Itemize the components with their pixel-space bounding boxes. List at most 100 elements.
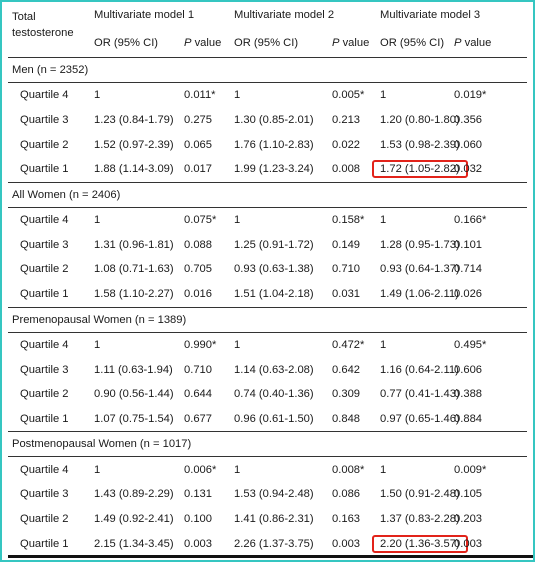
table-row: Quartile 2 1.52 (0.97-2.39) 0.065 1.76 (1.1… [8,132,527,157]
m2-or-cell: 2.26 (1.37-3.75) [234,537,314,550]
p-rest: value [191,37,222,49]
section-title: Premenopausal Women (n = 1389) [8,306,528,333]
m1-p-cell: 0.677 [184,412,212,425]
m3-or-cell: 0.93 (0.64-1.37) [380,263,460,276]
m1-p-cell: 0.705 [184,263,212,276]
m3-p-header: P value [454,37,527,58]
table-row: Quartile 2 0.90 (0.56-1.44) 0.644 0.74 (0.4… [8,382,527,407]
m2-or-cell: 1.99 (1.23-3.24) [234,163,314,176]
m3-p-cell: 0.032 [454,163,483,176]
m1-p-cell: 0.088 [184,238,212,251]
m3-or-header: OR (95% CI) [380,37,445,49]
table-row: Quartile 3 1.31 (0.96-1.81) 0.088 1.25 (0.9… [8,232,527,257]
m1-or-cell: 1.88 (1.14-3.09) [94,163,174,176]
m1-p-header: P value [184,37,234,58]
section-row: Postmenopausal Women (n = 1017) [8,431,528,458]
quartile-label: Quartile 4 [20,338,69,351]
m3-or-cell: 0.77 (0.41-1.43) [380,388,460,401]
m1-or-cell: 1.08 (0.71-1.63) [94,263,174,276]
m2-p-cell: 0.472* [332,338,365,351]
quartile-label: Quartile 4 [20,89,69,102]
m3-or-cell: 2.20 (1.36-3.57) [372,531,468,556]
m1-or-cell: 1.23 (0.84-1.79) [94,114,174,127]
m1-p-cell: 0.065 [184,138,212,151]
m2-p-cell: 0.031 [332,288,361,301]
section-row: Men (n = 2352) [8,57,528,83]
m2-p-cell: 0.008 [332,163,361,176]
m3-p-cell: 0.003 [454,537,483,550]
p-rest: value [339,37,370,49]
table-header: Total testosterone Multivariate model 1 … [8,5,528,58]
m2-p-cell: 0.710 [332,263,361,276]
m1-p-cell: 0.006* [184,463,217,476]
m1-or-cell: 1.11 (0.63-1.94) [94,363,173,376]
m3-p-cell: 0.060 [454,138,483,151]
table-row: Quartile 4 1 0.075* 1 0.158* 1 0.166* [8,207,527,232]
m2-p-cell: 0.003 [332,537,361,550]
m3-p-cell: 0.009* [454,463,487,476]
m3-or-cell: 1.16 (0.64-2.11) [380,363,459,376]
m1-p-cell: 0.100 [184,512,212,525]
m3-p-cell: 0.495* [454,338,487,351]
table-row: Quartile 3 1.43 (0.89-2.29) 0.131 1.53 (0.9… [8,482,527,507]
m1-p-cell: 0.075* [184,214,217,227]
table-row: Quartile 3 1.23 (0.84-1.79) 0.275 1.30 (0.8… [8,108,527,133]
m1-or-cell: 1 [94,214,101,227]
m1-or-header: OR (95% CI) [94,37,159,49]
m3-p-cell: 0.026 [454,288,483,301]
quartile-label: Quartile 3 [20,363,69,376]
m1-p-cell: 0.016 [184,288,212,301]
m2-or-cell: 1.51 (1.04-2.18) [234,288,314,301]
p-italic: P [184,37,192,49]
p-italic: P [332,37,340,49]
quartile-label: Quartile 3 [20,114,69,127]
m2-p-header: P value [332,37,380,58]
m1-p-cell: 0.003 [184,537,212,550]
m2-or-cell: 0.74 (0.40-1.36) [234,388,314,401]
m2-p-cell: 0.309 [332,388,361,401]
m2-or-cell: 1 [234,89,241,102]
m3-or-cell: 1 [380,338,387,351]
highlight-box: 1.72 (1.05-2.82) [372,160,468,179]
quartile-label: Quartile 4 [20,214,69,227]
m3-or-cell: 1.50 (0.91-2.48) [380,488,460,501]
m1-or-cell: 0.90 (0.56-1.44) [94,388,174,401]
m3-or-cell: 1.72 (1.05-2.82) [372,157,468,182]
m1-p-cell: 0.131 [184,488,212,501]
m1-p-cell: 0.011* [184,89,216,102]
quartile-label: Quartile 2 [20,388,69,401]
table-body: Men (n = 2352) Quartile 4 1 0.011* 1 0.005* 1 0… [8,57,528,557]
table-row: Quartile 1 1.07 (0.75-1.54) 0.677 0.96 (0.6… [8,407,527,432]
p-italic: P [454,37,462,49]
m2-or-header: OR (95% CI) [234,37,299,49]
m1-or-cell: 1 [94,89,101,102]
table-row: Quartile 1 1.58 (1.10-2.27) 0.016 1.51 (1.0… [8,282,527,307]
m2-or-cell: 0.93 (0.63-1.38) [234,263,314,276]
m1-or-cell: 1.58 (1.10-2.27) [94,288,174,301]
m1-or-cell: 1.31 (0.96-1.81) [94,238,174,251]
m3-p-cell: 0.714 [454,263,483,276]
m1-or-cell: 1 [94,338,101,351]
m1-or-cell: 1.52 (0.97-2.39) [94,138,174,151]
m2-p-cell: 0.163 [332,512,361,525]
m3-p-cell: 0.105 [454,488,483,501]
table-row: Quartile 1 1.88 (1.14-3.09) 0.017 1.99 (1.2… [8,157,527,182]
quartile-label: Quartile 4 [20,463,69,476]
m1-p-cell: 0.990* [184,338,217,351]
quartile-label: Quartile 1 [20,163,69,176]
quartile-label: Quartile 1 [20,288,69,301]
quartile-label: Quartile 2 [20,138,69,151]
m1-or-cell: 1.07 (0.75-1.54) [94,412,174,425]
m3-p-cell: 0.019* [454,89,487,102]
quartile-label: Quartile 3 [20,488,69,501]
table-row: Quartile 4 1 0.990* 1 0.472* 1 0.495* [8,332,527,357]
m3-p-cell: 0.356 [454,114,483,127]
table-container: Total testosterone Multivariate model 1 … [8,5,533,558]
m2-or-cell: 1.41 (0.86-2.31) [234,512,314,525]
first-column-header-text: Total testosterone [12,11,74,39]
m3-or-cell: 1.20 (0.80-1.80) [380,114,460,127]
quartile-label: Quartile 1 [20,412,69,425]
m3-p-cell: 0.166* [454,214,487,227]
m3-or-cell: 1.37 (0.83-2.28) [380,512,460,525]
